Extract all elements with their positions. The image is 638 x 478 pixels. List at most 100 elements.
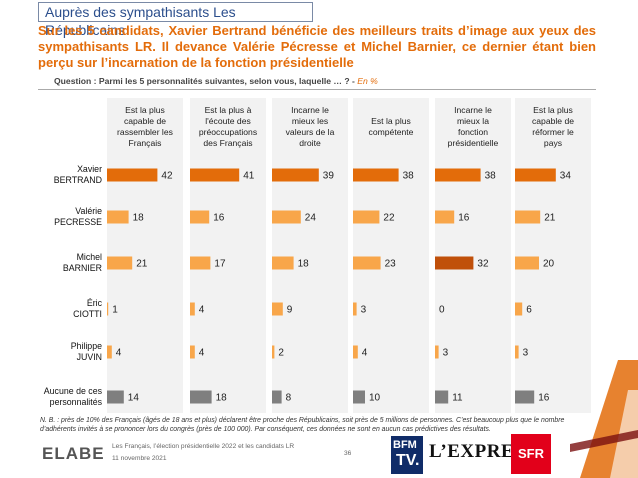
- column-header-line: droite: [299, 138, 321, 148]
- bar-value-label: 4: [116, 348, 122, 359]
- column-header-line: mieux la: [456, 116, 489, 126]
- bar: [190, 390, 212, 404]
- bar-value-label: 9: [287, 305, 293, 316]
- section-tag: Auprès des sympathisants Les Républicain…: [38, 2, 313, 38]
- bar-value-label: 32: [477, 259, 489, 270]
- bar-value-label: 18: [133, 213, 145, 224]
- bar-value-label: 38: [485, 171, 497, 182]
- column-header-2: Est la plus à l'écoute des préoccupations d…: [190, 101, 266, 153]
- footnote: N. B. : près de 10% des Français (âgés d…: [40, 417, 565, 433]
- bar: [435, 168, 481, 182]
- column-header-text: Incarne le mieux la fonction présidentielle: [448, 105, 499, 149]
- column-header-text: Est la plus capable de réformer le pays: [532, 105, 574, 149]
- bar-value-label: 10: [369, 393, 381, 404]
- question-divider: [38, 89, 596, 90]
- column-bg-2: [190, 98, 266, 413]
- bar: [107, 302, 109, 316]
- column-header-5: Incarne le mieux la fonction présidentielle: [435, 101, 511, 153]
- bar-value-label: 38: [403, 171, 415, 182]
- bar: [272, 390, 282, 404]
- column-header-line: valeurs de la: [285, 127, 335, 137]
- bfm-text: BFM: [393, 439, 417, 451]
- bar: [272, 256, 294, 270]
- row-label-6: Aucune de ces personnalités: [30, 386, 102, 408]
- bar: [353, 210, 380, 224]
- row-label-line: CIOTTI: [73, 309, 102, 319]
- column-header-line: Français: [128, 138, 162, 148]
- bar: [272, 210, 301, 224]
- bar: [107, 168, 158, 182]
- question-unit: En %: [357, 76, 378, 86]
- bar-value-label: 2: [278, 348, 284, 359]
- column-header-line: compétente: [368, 127, 414, 137]
- bar: [353, 390, 365, 404]
- bar-value-label: 23: [385, 259, 397, 270]
- bar: [515, 390, 535, 404]
- bar: [353, 256, 381, 270]
- tv-text: TV.: [396, 452, 420, 469]
- bar: [515, 210, 541, 224]
- bar-value-label: 6: [526, 305, 532, 316]
- bar-value-label: 39: [323, 171, 335, 182]
- row-label-4: Éric CIOTTI: [30, 298, 102, 320]
- bar: [353, 302, 357, 316]
- bar-value-label: 4: [199, 348, 205, 359]
- bar: [515, 345, 519, 359]
- row-label-line: Éric: [86, 298, 102, 308]
- bar: [107, 256, 133, 270]
- column-bg-6: [515, 98, 591, 413]
- row-label-line: personnalités: [49, 397, 102, 407]
- column-header-line: capable de: [531, 116, 575, 126]
- bar: [435, 256, 474, 270]
- bar-value-label: 22: [383, 213, 395, 224]
- bar-value-label: 21: [136, 259, 148, 270]
- bar-value-label: 16: [213, 213, 225, 224]
- column-header-4: Est la plus compétente: [353, 101, 429, 153]
- sfr-logo: SFR: [511, 434, 551, 474]
- column-header-line: Est la plus: [371, 116, 411, 126]
- bar-value-label: 14: [128, 393, 140, 404]
- question-text: Question : Parmi les 5 personnalités sui…: [54, 76, 378, 86]
- row-label-line: Valérie: [75, 206, 102, 216]
- bar-value-label: 4: [199, 305, 205, 316]
- bar-value-label: 41: [243, 171, 255, 182]
- bar: [190, 210, 210, 224]
- bar: [435, 210, 455, 224]
- bar-value-label: 16: [458, 213, 470, 224]
- column-header-text: Est la plus capable de rassembler les Franç…: [117, 105, 173, 149]
- bar-value-label: 17: [214, 259, 226, 270]
- column-bg-5: [435, 98, 511, 413]
- row-label-line: BARNIER: [62, 263, 102, 273]
- column-header-line: mieux les: [291, 116, 329, 126]
- row-label-2: Valérie PECRESSE: [30, 206, 102, 228]
- elabe-logo: ELABE: [42, 444, 105, 464]
- lexpress-logo: L’EXPRESS: [429, 441, 537, 462]
- footer-source: Les Français, l’élection présidentielle …: [112, 443, 295, 450]
- column-header-line: Est la plus: [533, 105, 573, 115]
- column-header-line: Est la plus à: [204, 105, 252, 115]
- column-header-line: rassembler les: [117, 127, 173, 137]
- column-header-text: Incarne le mieux les valeurs de la droite: [286, 105, 335, 149]
- bar-value-label: 20: [543, 259, 555, 270]
- column-header-1: Est la plus capable de rassembler les Franç…: [107, 101, 183, 153]
- column-header-line: réformer le: [532, 127, 574, 137]
- column-header-text: Est la plus compétente: [369, 116, 414, 138]
- bar: [272, 302, 283, 316]
- row-label-line: BERTRAND: [53, 175, 102, 185]
- column-header-text: Est la plus à l'écoute des préoccupations d…: [199, 105, 257, 149]
- bar-value-label: 21: [544, 213, 556, 224]
- column-header-line: capable de: [123, 116, 167, 126]
- bar: [107, 210, 129, 224]
- bar: [272, 345, 275, 359]
- bar-value-label: 3: [523, 348, 529, 359]
- column-header-line: Est la plus: [125, 105, 165, 115]
- bar-value-label: 3: [443, 348, 449, 359]
- bar: [272, 168, 319, 182]
- column-bg-4: [353, 98, 429, 413]
- bar: [435, 345, 439, 359]
- bar: [515, 256, 539, 270]
- bar: [107, 390, 124, 404]
- bar: [353, 345, 358, 359]
- column-header-line: Incarne le: [291, 105, 329, 115]
